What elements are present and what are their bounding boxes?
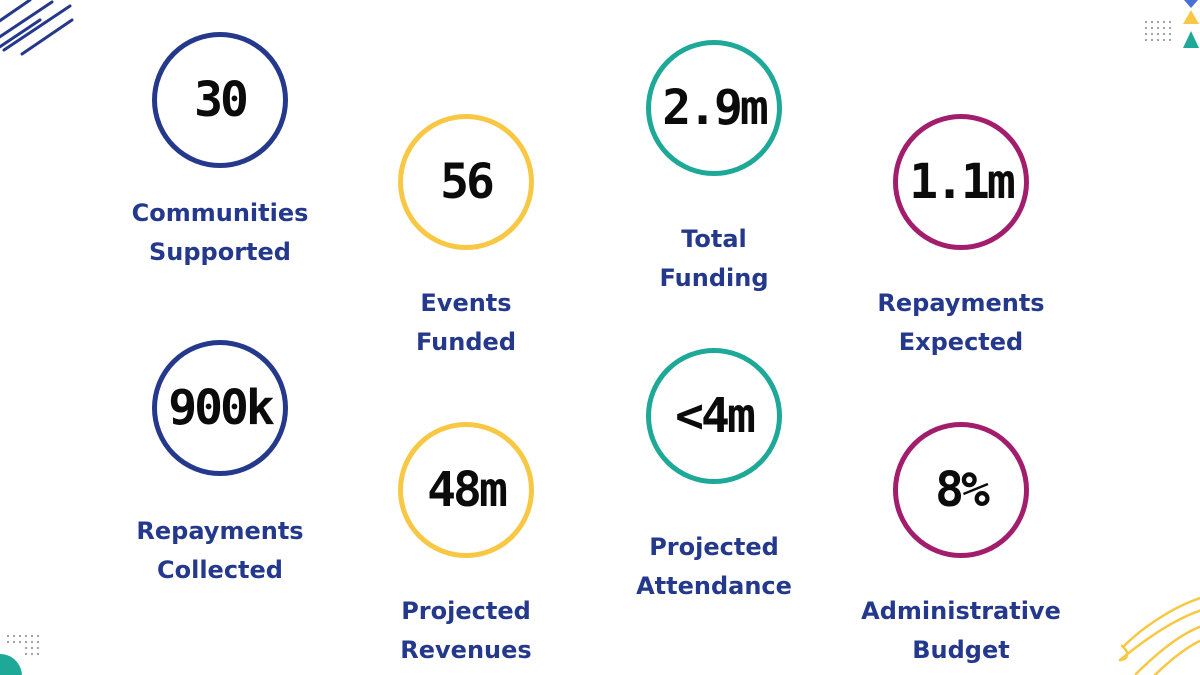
yellow-scribble-decoration xyxy=(1118,596,1200,675)
stat-circle: 8% xyxy=(893,422,1029,558)
dot-grid-semicircle-decoration xyxy=(0,634,40,675)
stat-label: Events Funded xyxy=(336,284,596,362)
stat-circle: <4m xyxy=(646,348,782,484)
stat-label-line: Administrative xyxy=(861,597,1061,625)
stat-value: 30 xyxy=(194,72,249,128)
stat-label: Repayments Expected xyxy=(831,284,1091,362)
stat-label-line: Projected xyxy=(649,533,779,561)
stat-label-line: Supported xyxy=(149,238,291,266)
stat-label-line: Expected xyxy=(898,328,1024,356)
stat-label-line: Revenues xyxy=(400,636,532,664)
stat-value: 56 xyxy=(440,154,495,210)
stat-circle: 1.1m xyxy=(893,114,1029,250)
stat-circle: 2.9m xyxy=(646,40,782,176)
stat-value: 2.9m xyxy=(662,80,769,136)
stat-label: Administrative Budget xyxy=(831,592,1091,670)
stat-label: Communities Supported xyxy=(90,194,350,272)
stat-value: 48m xyxy=(427,462,508,518)
stat-value: 1.1m xyxy=(909,154,1016,210)
stat-label-line: Collected xyxy=(157,556,283,584)
stat-label-line: Events xyxy=(420,289,512,317)
stat-circle: 48m xyxy=(398,422,534,558)
stat-label-line: Funding xyxy=(659,264,769,292)
stat-label-line: Communities xyxy=(131,199,309,227)
stat-circle: 30 xyxy=(152,32,288,168)
stat-value: 8% xyxy=(935,462,990,518)
stat-label-line: Funded xyxy=(415,328,516,356)
stat-label: Repayments Collected xyxy=(90,512,350,590)
stat-label-line: Projected xyxy=(401,597,531,625)
stat-label: Projected Revenues xyxy=(336,592,596,670)
stat-value: <4m xyxy=(675,388,756,444)
stat-circle: 56 xyxy=(398,114,534,250)
navy-scribble-decoration xyxy=(0,0,74,56)
stat-value: 900k xyxy=(168,380,275,436)
stat-label: Projected Attendance xyxy=(584,528,844,606)
stat-label-line: Repayments xyxy=(136,517,304,545)
stat-label: Total Funding xyxy=(584,220,844,298)
stat-label-line: Repayments xyxy=(877,289,1045,317)
stat-label-line: Attendance xyxy=(636,572,792,600)
stat-label-line: Total xyxy=(681,225,747,253)
stat-circle: 900k xyxy=(152,340,288,476)
dot-grid-triangles-decoration xyxy=(1144,0,1199,48)
stat-label-line: Budget xyxy=(912,636,1010,664)
